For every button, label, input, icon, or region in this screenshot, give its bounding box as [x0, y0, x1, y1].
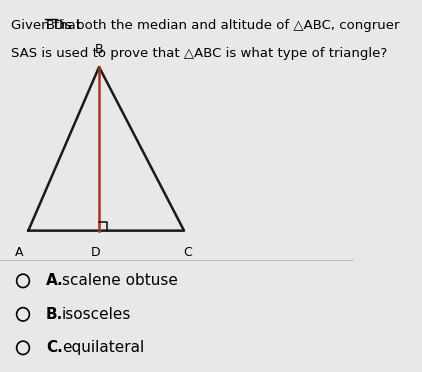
Text: scalene obtuse: scalene obtuse	[62, 273, 178, 288]
Text: Given that: Given that	[11, 19, 85, 32]
Text: C: C	[183, 246, 192, 259]
Text: is both the median and altitude of △ABC, congruer: is both the median and altitude of △ABC,…	[57, 19, 400, 32]
Text: equilateral: equilateral	[62, 340, 144, 355]
Text: BD: BD	[45, 19, 65, 32]
Text: A: A	[15, 246, 24, 259]
Text: isosceles: isosceles	[62, 307, 131, 322]
Text: D: D	[91, 246, 100, 259]
Text: B.: B.	[46, 307, 63, 322]
Text: B: B	[95, 43, 103, 56]
Text: A.: A.	[46, 273, 64, 288]
Text: C.: C.	[46, 340, 63, 355]
Text: SAS is used to prove that △ABC is what type of triangle?: SAS is used to prove that △ABC is what t…	[11, 46, 387, 60]
